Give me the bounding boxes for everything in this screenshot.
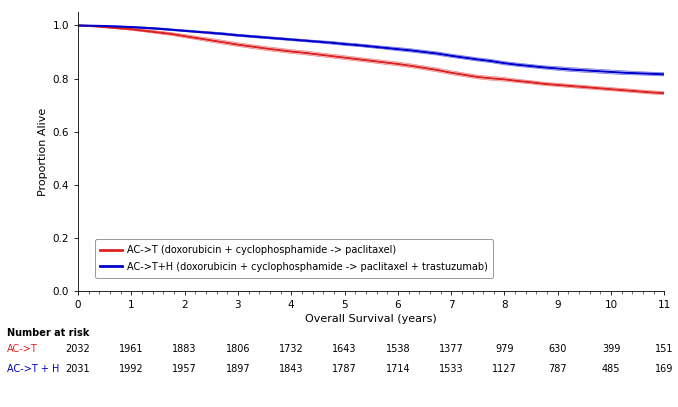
Text: 399: 399 — [602, 344, 620, 354]
Text: 630: 630 — [549, 344, 567, 354]
Text: 1883: 1883 — [172, 344, 197, 354]
Text: 1843: 1843 — [279, 364, 304, 374]
Text: 1961: 1961 — [119, 344, 144, 354]
Text: Number at risk: Number at risk — [7, 328, 89, 338]
Text: 169: 169 — [655, 364, 674, 374]
Text: 1787: 1787 — [332, 364, 357, 374]
Text: 1538: 1538 — [386, 344, 410, 354]
X-axis label: Overall Survival (years): Overall Survival (years) — [305, 314, 437, 324]
Text: 1533: 1533 — [439, 364, 464, 374]
Text: 1992: 1992 — [119, 364, 144, 374]
Text: 2032: 2032 — [66, 344, 90, 354]
Text: 787: 787 — [549, 364, 567, 374]
Text: 1377: 1377 — [439, 344, 464, 354]
Text: 1806: 1806 — [226, 344, 250, 354]
Text: 1643: 1643 — [332, 344, 357, 354]
Text: 1957: 1957 — [172, 364, 197, 374]
Text: 1714: 1714 — [386, 364, 410, 374]
Text: AC->T: AC->T — [7, 344, 37, 354]
Text: AC->T + H: AC->T + H — [7, 364, 59, 374]
Text: 2031: 2031 — [66, 364, 90, 374]
Text: 979: 979 — [495, 344, 514, 354]
Text: 485: 485 — [602, 364, 620, 374]
Text: 1127: 1127 — [492, 364, 517, 374]
Text: 1897: 1897 — [226, 364, 250, 374]
Y-axis label: Proportion Alive: Proportion Alive — [38, 107, 48, 196]
Text: 151: 151 — [655, 344, 674, 354]
Legend: AC->T (doxorubicin + cyclophosphamide -> paclitaxel), AC->T+H (doxorubicin + cyc: AC->T (doxorubicin + cyclophosphamide ->… — [94, 239, 494, 278]
Text: 1732: 1732 — [279, 344, 304, 354]
